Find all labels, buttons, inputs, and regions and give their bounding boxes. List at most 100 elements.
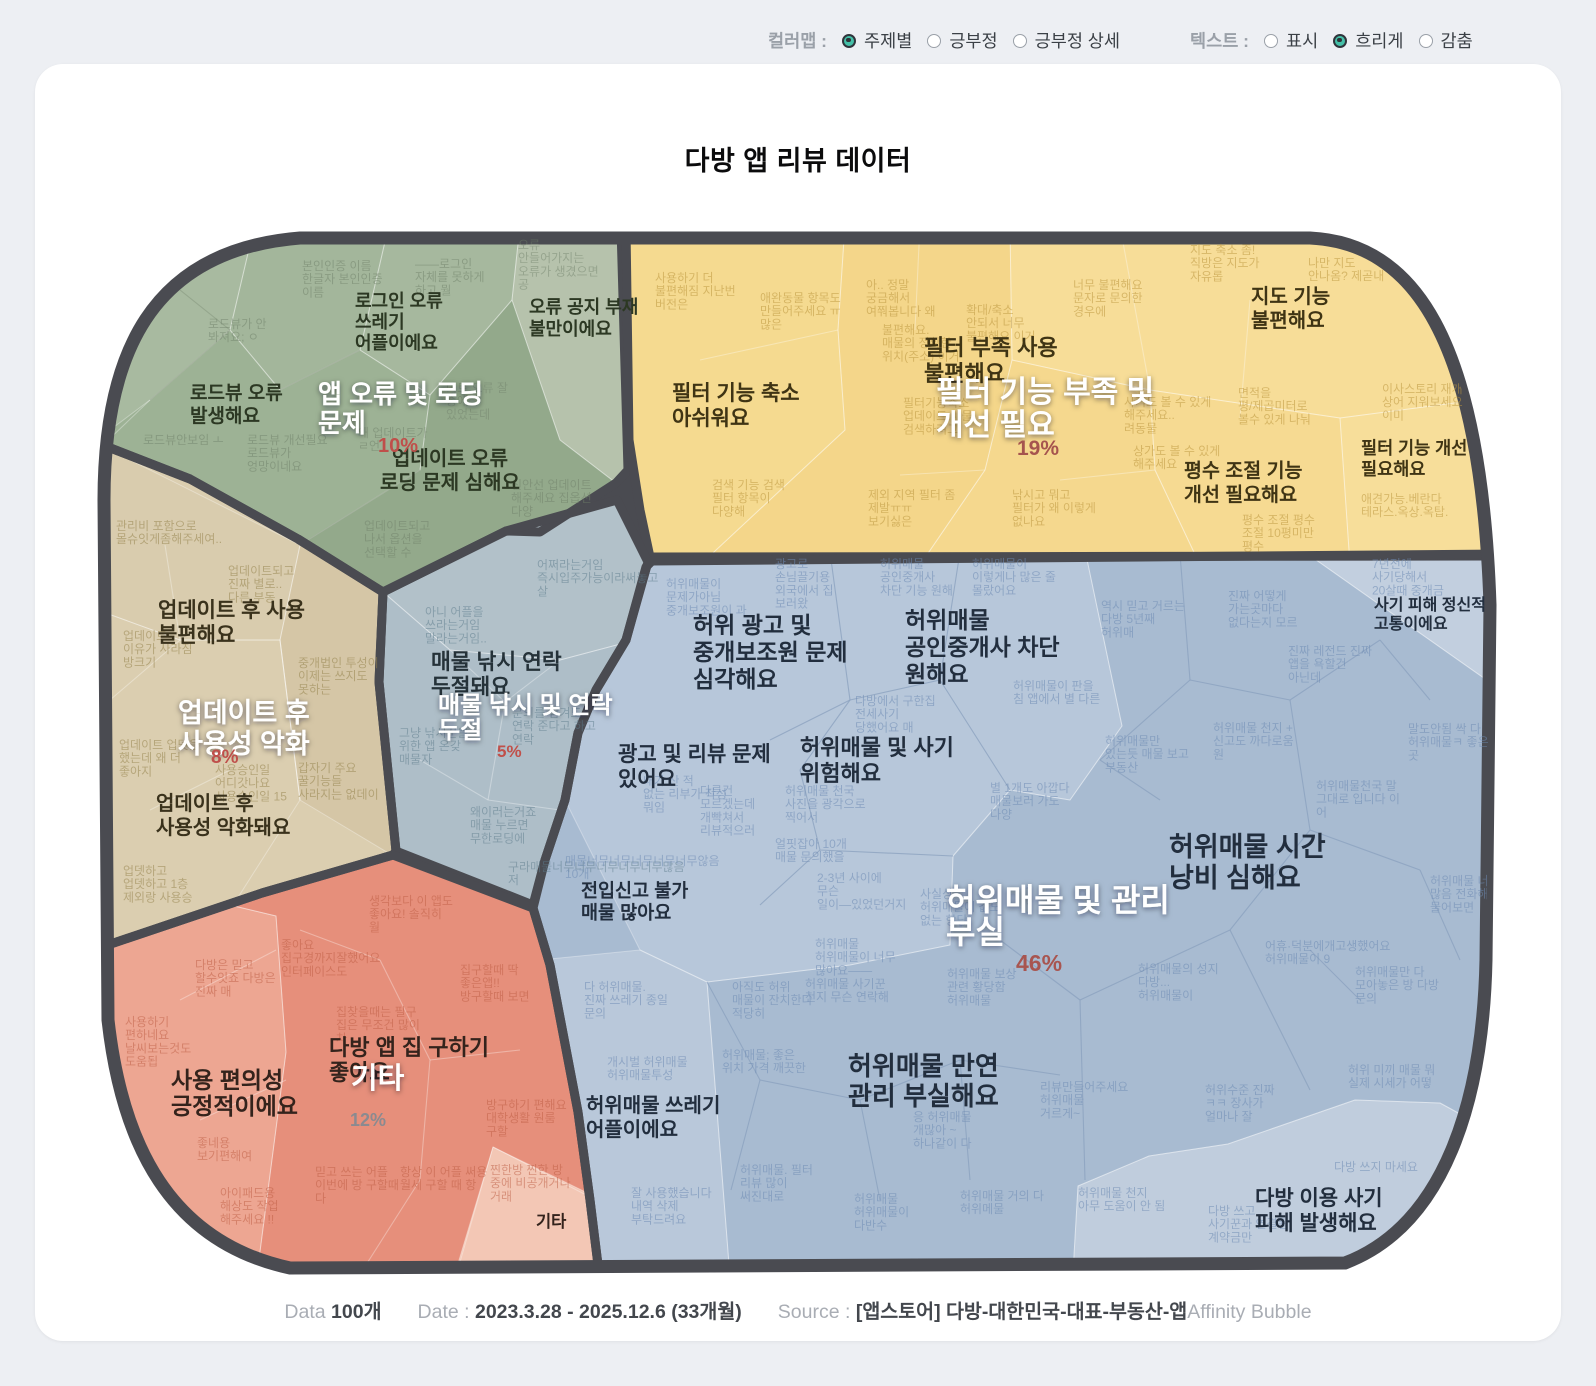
svg-text:12%: 12% [350,1110,386,1130]
svg-text:19%: 19% [1017,437,1059,460]
svg-text:로드뷰안보임 ㅗ: 로드뷰안보임 ㅗ [143,433,224,447]
svg-text:기타: 기타 [536,1212,567,1231]
svg-text:기타: 기타 [351,1062,405,1095]
svg-text:46%: 46% [1016,950,1062,976]
svg-text:다방 쓰지 마세요: 다방 쓰지 마세요 [1334,1160,1418,1174]
svg-text:5%: 5% [497,742,522,761]
svg-text:10%: 10% [378,435,418,457]
svg-text:8%: 8% [211,747,239,768]
svg-text:허위 미끼 매물 뭐실제 시세가 어떻: 허위 미끼 매물 뭐 실제 시세가 어떻 [1348,1063,1435,1090]
